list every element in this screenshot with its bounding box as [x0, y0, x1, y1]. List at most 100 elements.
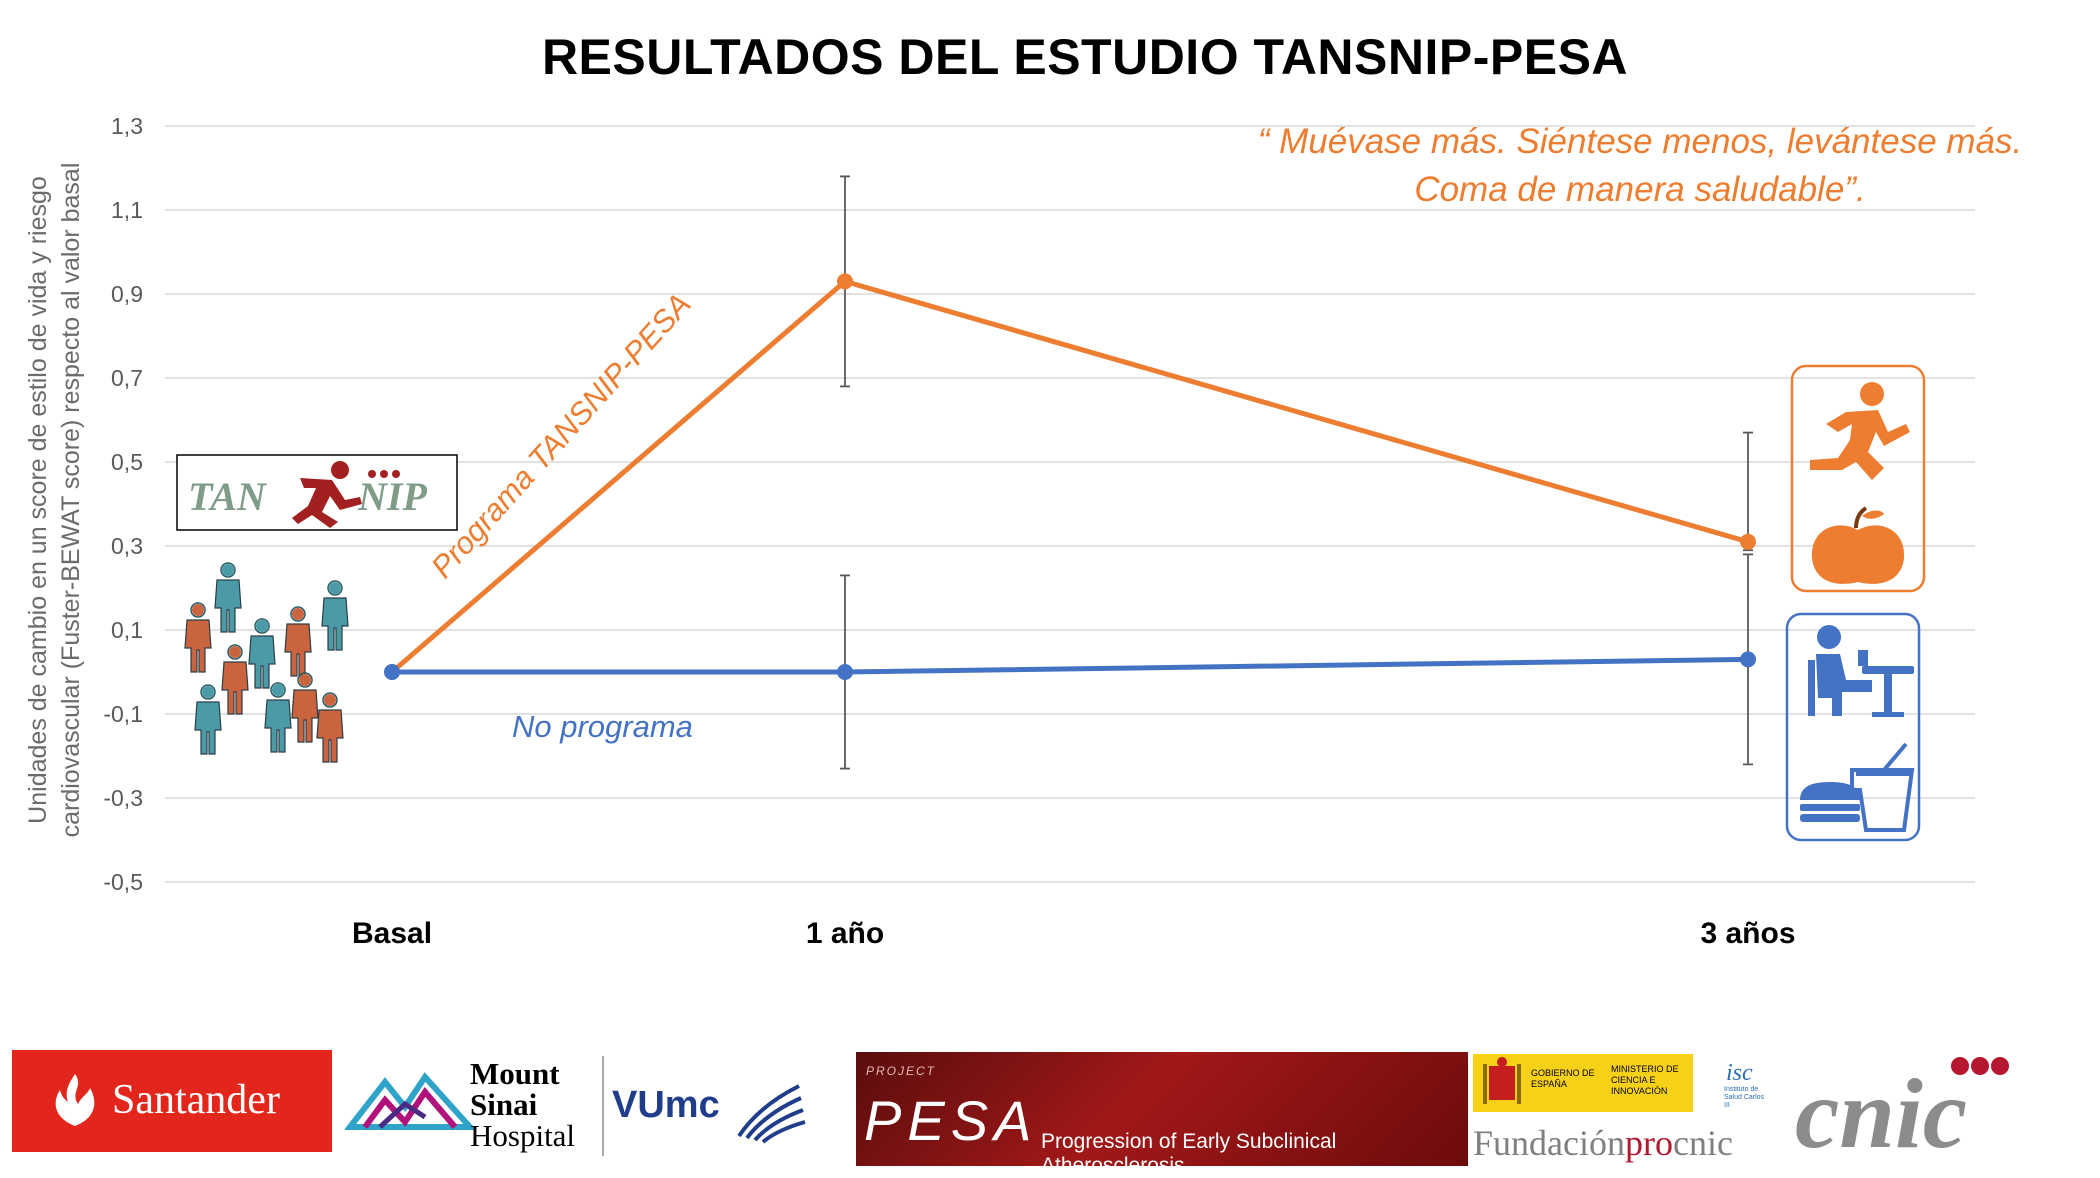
fundacion-pro-text: pro — [1624, 1123, 1673, 1163]
mount-sinai-mountain-icon — [345, 1072, 475, 1130]
person-head — [327, 580, 343, 596]
person-icon — [264, 682, 292, 753]
vumc-logo: VUmc — [602, 1056, 817, 1156]
x-tick-label: 1 año — [806, 917, 884, 950]
y-tick-label: 1,1 — [111, 197, 143, 223]
mount-sinai-logo: Mount Sinai Hospital — [345, 1054, 605, 1164]
vumc-text: VUmc — [612, 1084, 720, 1126]
quote-text: “ Muévase más. Siéntese menos, levántese… — [1257, 122, 2023, 209]
y-tick-label: 1,3 — [111, 113, 143, 139]
tansnip-logo-right: NIP — [357, 474, 427, 519]
apple-icon — [1811, 506, 1905, 584]
blue-icon-box — [1785, 612, 1921, 842]
isciii-logo: isc Instituto de Salud Carlos III — [1716, 1056, 1776, 1116]
person-head-fill — [256, 620, 268, 632]
page-title: RESULTADOS DEL ESTUDIO TANSNIP-PESA — [541, 29, 1629, 85]
y-tick-label: -0,3 — [103, 785, 143, 811]
person-head-fill — [329, 582, 341, 594]
person-icon — [284, 606, 312, 677]
person-head-fill — [229, 646, 241, 658]
person-icon — [291, 672, 319, 743]
person-body — [248, 635, 276, 689]
data-point — [384, 664, 400, 680]
x-tick-label: 3 años — [1700, 917, 1795, 950]
fundacion-cnic-text: cnic — [1672, 1123, 1733, 1163]
series-points — [384, 273, 1756, 680]
pesa-subtitle: Progression of Early Subclinical Atheros… — [1041, 1130, 1337, 1177]
person-at-desk-icon — [1808, 625, 1914, 717]
person-icon — [214, 562, 242, 633]
pesa-project-text: PROJECT — [866, 1064, 937, 1078]
y-tick-label: 0,7 — [111, 365, 143, 391]
orange-icon-box — [1790, 364, 1926, 593]
person-head — [290, 606, 306, 622]
person-body — [194, 701, 222, 755]
gridlines — [165, 125, 1975, 883]
person-head — [200, 684, 216, 700]
person-head — [270, 682, 286, 698]
fundacion-procnic-logo: Fundaciónprocnic — [1473, 1122, 1773, 1166]
flame-icon — [55, 1074, 95, 1126]
svg-text:isc: isc — [1726, 1060, 1753, 1086]
person-body — [284, 623, 312, 677]
data-point — [837, 273, 853, 290]
gobierno-text: GOBIERNO DE ESPAÑA — [1531, 1068, 1595, 1089]
person-head-fill — [192, 604, 204, 616]
isciii-text: Instituto de Salud Carlos III — [1724, 1086, 1765, 1109]
series-line — [392, 656, 1749, 675]
y-tick-label: 0,1 — [111, 617, 143, 643]
gobierno-logo: GOBIERNO DE ESPAÑA MINISTERIO DE CIENCIA… — [1473, 1054, 1693, 1114]
mount-sinai-word-1: Mount — [470, 1056, 560, 1091]
series-label-no-programa: No programa — [512, 709, 693, 744]
person-icon — [194, 684, 222, 755]
person-body — [214, 579, 242, 633]
x-tick-labels: Basal 1 año 3 años — [352, 917, 1796, 950]
person-icon — [316, 692, 344, 763]
tansnip-logo: TAN NIP — [176, 454, 458, 531]
series-lines — [390, 278, 1749, 675]
cnic-text: cnic — [1795, 1058, 1968, 1169]
y-tick-label: -0,1 — [103, 701, 143, 727]
person-body — [316, 709, 344, 763]
person-head — [254, 618, 270, 634]
y-tick-labels: -0,5 -0,3 -0,1 0,1 0,3 0,5 0,7 0,9 1,1 1,3 — [103, 113, 143, 895]
person-head-fill — [202, 686, 214, 698]
person-body — [264, 699, 292, 753]
person-icon — [248, 618, 276, 689]
ministerio-text: MINISTERIO DE CIENCIA E INNOVACIÓN — [1611, 1064, 1679, 1096]
data-point — [1740, 651, 1756, 668]
fast-food-icon — [1800, 742, 1915, 832]
person-head-fill — [272, 684, 284, 696]
person-head-fill — [324, 694, 336, 706]
error-bars — [840, 175, 1753, 770]
person-head-fill — [292, 608, 304, 620]
person-icon — [321, 580, 349, 651]
y-tick-label: -0,5 — [103, 869, 143, 895]
santander-logo: Santander — [12, 1050, 332, 1152]
cnic-dots-icon — [1951, 1057, 2009, 1075]
footer-logos: Santander Mount Sinai Hospital VUmc PROJ… — [0, 1050, 2100, 1177]
runner-logo-icon — [292, 461, 400, 528]
pesa-logo: PROJECT PESA Progression of Early Subcli… — [856, 1052, 1468, 1177]
data-point — [837, 664, 853, 680]
tansnip-logo-left: TAN — [188, 474, 268, 519]
y-tick-label: 0,9 — [111, 281, 143, 307]
people-group-icon — [184, 562, 349, 763]
santander-text: Santander — [112, 1077, 280, 1123]
pesa-text: PESA — [864, 1089, 1038, 1152]
mount-sinai-word-3: Hospital — [470, 1118, 576, 1153]
person-head-fill — [222, 564, 234, 576]
person-body — [221, 661, 249, 715]
x-tick-label: Basal — [352, 917, 432, 950]
person-head — [322, 692, 338, 708]
coat-of-arms-icon — [1483, 1057, 1521, 1104]
isciii-icon: isc — [1726, 1060, 1753, 1086]
series-line — [390, 278, 1749, 674]
mount-sinai-word-2: Sinai — [470, 1087, 538, 1122]
person-body — [184, 619, 212, 673]
person-icon — [221, 644, 249, 715]
running-person-icon — [1810, 382, 1910, 480]
y-tick-label: 0,5 — [111, 449, 143, 475]
person-head-fill — [299, 674, 311, 686]
